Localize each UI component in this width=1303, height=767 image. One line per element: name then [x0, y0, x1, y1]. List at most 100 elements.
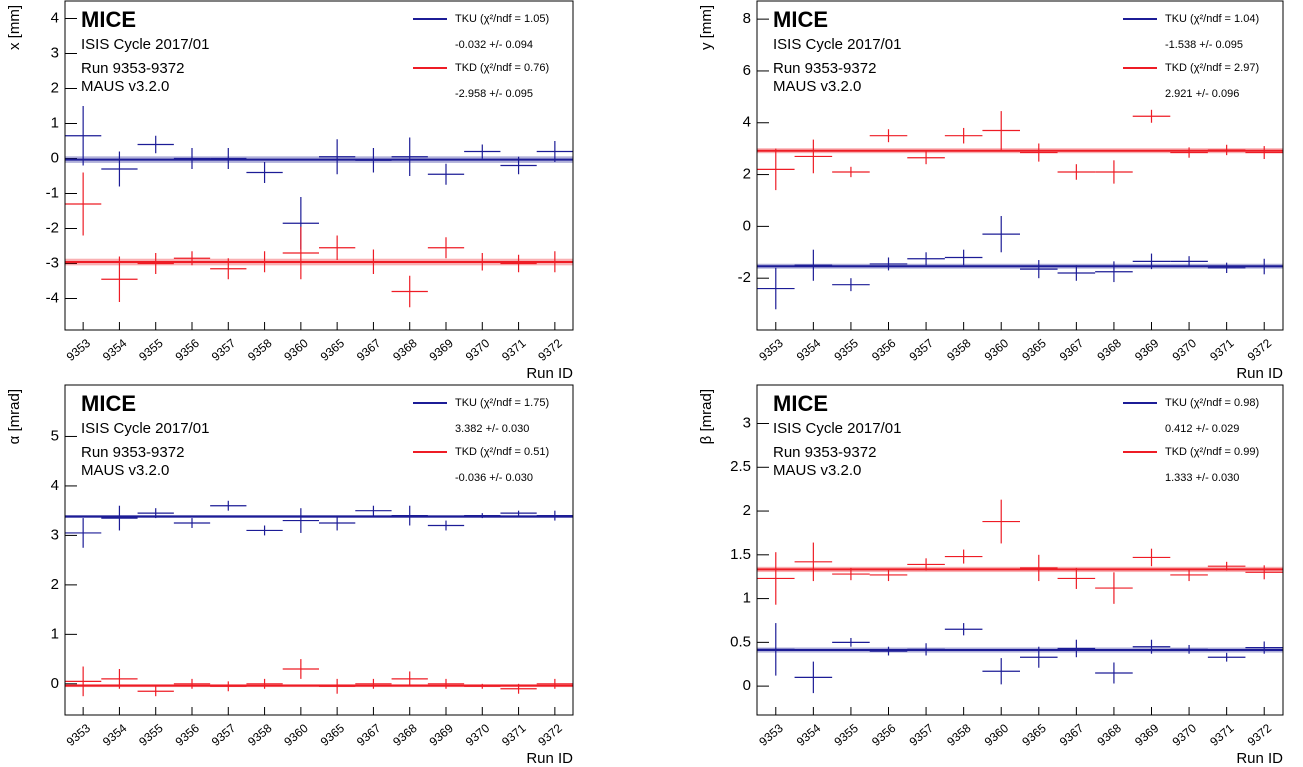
x-tick-label: 9357 [907, 721, 937, 749]
y-tick-label: 0 [743, 217, 751, 234]
y-tick-label: 0.5 [730, 633, 751, 650]
x-axis-label: Run ID [1236, 365, 1283, 382]
y-tick-label: -4 [46, 289, 59, 306]
annotation: ISIS Cycle 2017/01 [81, 36, 209, 53]
plot-frame [756, 384, 1284, 716]
x-tick-label: 9354 [100, 721, 130, 749]
y-tick-label: 4 [743, 114, 751, 131]
annotation: MAUS v3.2.0 [81, 462, 169, 479]
y-axis-label: x [mm] [6, 5, 23, 50]
y-axis-label: β [mrad] [698, 389, 715, 444]
x-tick-label: 9369 [1132, 721, 1162, 749]
x-tick-label: 9371 [1207, 721, 1237, 749]
fit-label: -0.036 +/- 0.030 [455, 472, 533, 484]
y-tick-label: 1.5 [730, 546, 751, 563]
x-tick-label: 9367 [354, 721, 384, 749]
x-tick-label: 9356 [173, 721, 203, 749]
x-tick-label: 9358 [944, 721, 974, 749]
legend-label: TKD (χ²/ndf = 0.51) [455, 446, 549, 458]
legend-label: TKU (χ²/ndf = 1.05) [455, 13, 549, 25]
x-tick-label: 9360 [982, 336, 1012, 364]
x-tick-label: 9371 [499, 336, 529, 364]
x-tick-label: 9368 [1094, 721, 1124, 749]
y-tick-label: 4 [51, 477, 59, 494]
legend-label: TKU (χ²/ndf = 0.98) [1165, 397, 1259, 409]
x-tick-label: 9353 [756, 721, 786, 749]
x-tick-label: 9367 [1057, 721, 1087, 749]
annotation: MAUS v3.2.0 [773, 78, 861, 95]
y-tick-label: 0 [743, 677, 751, 694]
annotation: MAUS v3.2.0 [773, 462, 861, 479]
annotation: ISIS Cycle 2017/01 [773, 420, 901, 437]
y-tick-label: 6 [743, 62, 751, 79]
x-tick-label: 9354 [794, 336, 824, 364]
x-tick-label: 9353 [64, 336, 94, 364]
x-tick-label: 9372 [535, 721, 565, 749]
y-tick-label: -2 [46, 219, 59, 236]
x-tick-label: 9365 [1019, 336, 1049, 364]
plot-frame [64, 0, 574, 331]
y-tick-label: 0 [51, 675, 59, 692]
x-tick-label: 9370 [463, 721, 493, 749]
fit-label: 2.921 +/- 0.096 [1165, 88, 1239, 100]
x-tick-label: 9367 [354, 336, 384, 364]
y-tick-label: 8 [743, 10, 751, 27]
legend-label: TKU (χ²/ndf = 1.75) [455, 397, 549, 409]
y-tick-label: 1 [51, 625, 59, 642]
x-tick-label: 9360 [281, 336, 311, 364]
x-tick-label: 9368 [390, 336, 420, 364]
x-tick-label: 9365 [1019, 721, 1049, 749]
x-tick-label: 9353 [64, 721, 94, 749]
legend-label: TKD (χ²/ndf = 0.76) [455, 62, 549, 74]
y-tick-label: 3 [51, 526, 59, 543]
x-tick-label: 9354 [100, 336, 130, 364]
plot-frame [64, 384, 574, 716]
annotation: Run 9353-9372 [81, 60, 184, 77]
x-tick-label: 9356 [173, 336, 203, 364]
y-axis-label: α [mrad] [6, 389, 23, 444]
y-tick-label: 2 [51, 79, 59, 96]
x-tick-label: 9355 [831, 721, 861, 749]
annotation: MICE [773, 391, 828, 416]
x-tick-label: 9369 [1132, 336, 1162, 364]
annotation: MICE [81, 7, 136, 32]
y-tick-label: 3 [51, 44, 59, 61]
annotation: MICE [773, 7, 828, 32]
annotation: ISIS Cycle 2017/01 [773, 36, 901, 53]
chart-panel: -2 0 2 4 6 8 9353 9354 9355 9356 9357 9358 9360 9365 9… [698, 0, 1284, 382]
annotation: MICE [81, 391, 136, 416]
chart-panel: 0 0.5 1 1.5 2 2.5 3 9353 9354 9355 9356 9357 9358 936… [698, 384, 1284, 767]
x-tick-label: 9365 [318, 336, 348, 364]
x-tick-label: 9357 [209, 721, 239, 749]
y-tick-label: 1 [51, 114, 59, 131]
x-tick-label: 9356 [869, 721, 899, 749]
legend-label: TKD (χ²/ndf = 2.97) [1165, 62, 1259, 74]
fit-label: -2.958 +/- 0.095 [455, 88, 533, 100]
x-tick-label: 9355 [136, 721, 166, 749]
x-tick-label: 9372 [535, 336, 565, 364]
x-tick-label: 9368 [390, 721, 420, 749]
y-tick-label: 2 [51, 576, 59, 593]
x-tick-label: 9358 [245, 721, 275, 749]
y-tick-label: 2.5 [730, 458, 751, 475]
x-tick-label: 9360 [982, 721, 1012, 749]
plot-frame [756, 0, 1284, 331]
x-tick-label: 9368 [1094, 336, 1124, 364]
y-tick-label: -2 [738, 269, 751, 286]
x-tick-label: 9369 [427, 336, 457, 364]
x-tick-label: 9372 [1245, 721, 1275, 749]
annotation: Run 9353-9372 [773, 444, 876, 461]
x-tick-label: 9370 [1170, 721, 1200, 749]
y-tick-label: 4 [51, 9, 59, 26]
x-tick-label: 9355 [136, 336, 166, 364]
fit-label: -0.032 +/- 0.094 [455, 39, 533, 51]
x-tick-label: 9358 [944, 336, 974, 364]
x-tick-label: 9369 [427, 721, 457, 749]
y-tick-label: -1 [46, 184, 59, 201]
x-tick-label: 9367 [1057, 336, 1087, 364]
x-tick-label: 9353 [756, 336, 786, 364]
x-tick-label: 9357 [209, 336, 239, 364]
legend-label: TKD (χ²/ndf = 0.99) [1165, 446, 1259, 458]
